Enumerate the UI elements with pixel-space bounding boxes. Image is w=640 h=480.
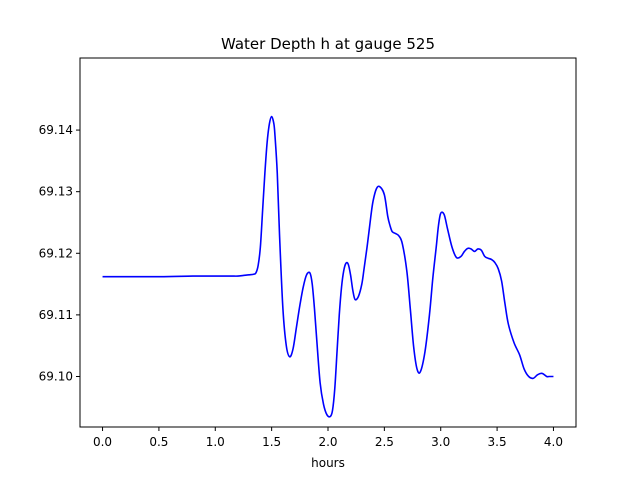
y-tick-label: 69.10 [39, 369, 73, 383]
y-tick-label: 69.12 [39, 246, 73, 260]
y-tick-label: 69.13 [39, 185, 73, 199]
x-tick-label: 0.0 [93, 435, 112, 449]
x-tick-label: 1.5 [262, 435, 281, 449]
series-group [102, 115, 554, 418]
series-line [102, 115, 554, 418]
chart-title: Water Depth h at gauge 525 [221, 35, 435, 53]
plot-frame [79, 57, 577, 428]
x-tick-label: 4.0 [544, 435, 563, 449]
y-tick-label: 69.14 [39, 123, 73, 137]
x-tick-label: 1.0 [206, 435, 225, 449]
x-tick-label: 2.0 [318, 435, 337, 449]
x-tick-label: 3.0 [431, 435, 450, 449]
y-axis-ticks: 69.10 69.11 69.12 69.13 69.14 [39, 123, 80, 383]
x-axis-label: hours [311, 456, 345, 470]
x-tick-label: 0.5 [149, 435, 168, 449]
x-tick-label: 3.5 [488, 435, 507, 449]
x-tick-label: 2.5 [375, 435, 394, 449]
y-tick-label: 69.11 [39, 308, 73, 322]
plot-area [102, 115, 554, 418]
x-axis-ticks: 0.0 0.5 1.0 1.5 2.0 2.5 3.0 3.5 4.0 [93, 427, 563, 449]
